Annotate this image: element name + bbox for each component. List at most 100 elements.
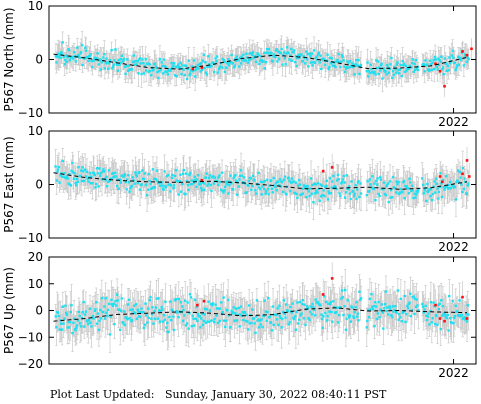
data-point — [261, 185, 264, 188]
data-point — [67, 48, 71, 52]
data-point — [263, 51, 266, 55]
data-point — [352, 195, 356, 198]
data-point — [356, 181, 360, 184]
data-point — [152, 186, 155, 189]
data-point — [143, 172, 146, 175]
data-point — [79, 51, 83, 54]
data-point — [282, 178, 286, 182]
data-point — [113, 59, 116, 62]
data-point — [445, 69, 449, 73]
data-point — [60, 52, 64, 56]
data-point — [206, 184, 209, 187]
data-point — [185, 64, 188, 68]
data-point — [97, 185, 100, 188]
data-point — [447, 183, 450, 187]
trend-line — [53, 172, 468, 190]
data-point — [216, 183, 220, 186]
data-point — [357, 179, 360, 183]
data-point — [225, 183, 229, 186]
data-point — [359, 182, 362, 185]
data-point — [199, 70, 202, 73]
data-point — [270, 52, 273, 55]
data-point — [96, 52, 99, 55]
data-point — [75, 177, 79, 181]
data-point — [376, 177, 379, 180]
data-point — [288, 179, 291, 183]
data-point — [212, 182, 216, 185]
data-point — [389, 63, 392, 66]
data-point — [166, 73, 170, 76]
data-point — [377, 72, 380, 76]
data-point — [429, 187, 433, 191]
data-point — [370, 68, 373, 71]
data-point — [134, 171, 137, 174]
data-point — [158, 69, 161, 73]
data-point — [359, 63, 363, 67]
data-point — [321, 193, 324, 197]
data-point — [176, 65, 179, 68]
data-point — [160, 61, 163, 64]
data-point — [398, 68, 402, 71]
data-point — [395, 63, 399, 66]
data-point — [326, 198, 330, 201]
data-point — [163, 170, 166, 173]
outlier-point — [465, 53, 469, 57]
data-point — [371, 175, 374, 178]
data-point — [342, 59, 345, 62]
data-point — [84, 46, 87, 49]
data-point — [354, 59, 358, 62]
data-point — [397, 180, 400, 184]
data-point — [324, 184, 328, 188]
data-point — [463, 177, 466, 180]
data-point — [265, 51, 268, 54]
data-point — [220, 66, 224, 69]
data-point — [383, 69, 386, 72]
data-point — [73, 172, 77, 175]
data-point — [246, 56, 249, 59]
data-point — [187, 188, 190, 191]
data-point — [414, 196, 417, 199]
data-point — [393, 65, 396, 69]
data-point — [185, 77, 189, 81]
data-point — [297, 178, 301, 182]
data-point — [249, 177, 252, 180]
data-point — [348, 185, 351, 188]
data-point — [393, 186, 397, 190]
data-point — [122, 59, 125, 62]
data-point — [172, 64, 175, 67]
data-point — [196, 66, 199, 69]
data-point — [440, 55, 443, 58]
data-point — [102, 168, 105, 171]
data-point — [212, 70, 216, 74]
data-point — [431, 61, 434, 65]
data-point — [190, 179, 193, 182]
data-point — [155, 169, 159, 172]
data-point — [198, 180, 201, 183]
data-point — [150, 187, 154, 190]
data-point — [127, 181, 131, 184]
data-point — [138, 171, 141, 174]
data-point — [171, 66, 174, 69]
data-point — [290, 47, 293, 51]
data-point — [98, 167, 101, 170]
data-point — [411, 61, 414, 65]
data-point — [65, 175, 69, 178]
data-point — [239, 169, 243, 172]
data-point — [88, 55, 91, 58]
data-point — [467, 57, 470, 61]
data-point — [294, 60, 297, 64]
data-point — [314, 183, 318, 186]
data-point — [179, 173, 182, 177]
data-point — [317, 51, 320, 55]
data-point — [170, 67, 173, 71]
y-tick-label: 0 — [35, 53, 43, 67]
data-point — [324, 63, 327, 67]
data-point — [329, 191, 333, 195]
data-point — [96, 57, 99, 60]
chart-panel-2: 10 0 −10 2022 P567 East (mm) — [2, 124, 477, 254]
data-point — [88, 176, 91, 179]
data-point — [104, 178, 108, 182]
data-point — [154, 177, 157, 181]
data-point — [234, 179, 238, 182]
data-point — [177, 63, 180, 66]
